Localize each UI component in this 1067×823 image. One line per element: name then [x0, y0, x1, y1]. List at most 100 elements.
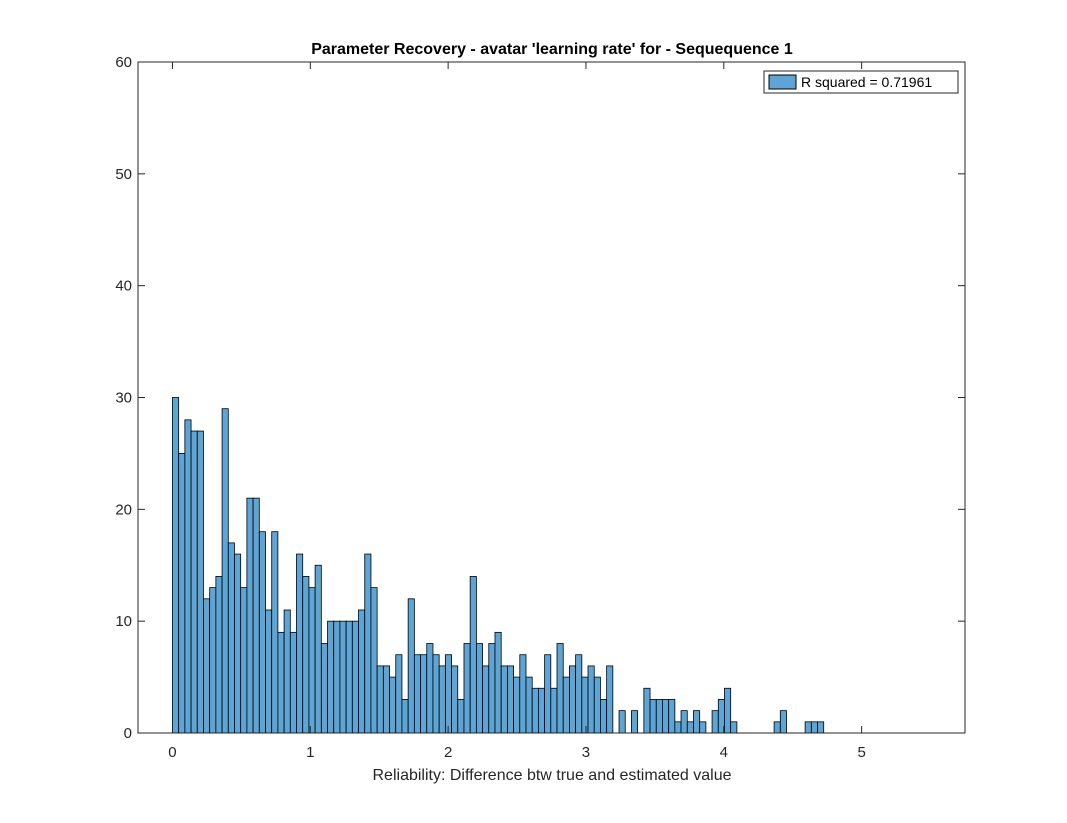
histogram-bar — [376, 665, 384, 734]
histogram-bar — [209, 587, 217, 734]
histogram-bar — [271, 531, 279, 734]
histogram-bar — [494, 631, 502, 734]
histogram-bar — [600, 699, 608, 734]
x-axis: 0 1 2 3 4 5 — [168, 62, 866, 761]
histogram-bar — [246, 497, 254, 734]
histogram-bar — [817, 721, 825, 734]
histogram-bar — [779, 710, 787, 734]
legend-box — [763, 70, 959, 94]
legend-entry: R squared = 0.71961 — [801, 74, 932, 90]
histogram-bar — [569, 665, 577, 734]
histogram-bar — [444, 654, 452, 734]
histogram-bar — [432, 654, 440, 734]
histogram-bar — [773, 721, 781, 734]
y-tick-label: 0 — [124, 725, 132, 742]
histogram-bar — [668, 699, 676, 734]
x-tick-label: 2 — [444, 744, 452, 761]
histogram-bar — [693, 710, 701, 734]
histogram-bar — [488, 643, 496, 734]
histogram-bar — [482, 665, 490, 734]
histogram-bar — [544, 654, 552, 734]
histogram-bar — [314, 564, 322, 734]
histogram-bar — [178, 453, 186, 734]
histogram-bar — [407, 598, 415, 734]
histogram-bar — [215, 576, 223, 734]
histogram-bar — [345, 620, 353, 734]
histogram-bar — [618, 710, 626, 734]
y-tick-label: 40 — [115, 278, 132, 295]
histogram-bar — [810, 721, 818, 734]
histogram-bar — [587, 665, 595, 734]
x-tick-label: 1 — [306, 744, 314, 761]
y-tick-label: 10 — [115, 613, 132, 630]
y-axis: 0 10 20 30 40 50 60 — [115, 54, 965, 742]
histogram-bar — [389, 676, 397, 734]
histogram-bar — [426, 643, 434, 734]
histogram-bar — [525, 676, 533, 734]
x-tick-label: 4 — [720, 744, 728, 761]
histogram-bar — [196, 430, 204, 734]
histogram-bar — [581, 676, 589, 734]
histogram-bar — [320, 643, 328, 734]
histogram-bar — [680, 710, 688, 734]
histogram-bar — [519, 654, 527, 734]
histogram-bar — [420, 654, 428, 734]
histogram-bar — [550, 687, 558, 734]
histogram-bar — [674, 721, 682, 734]
y-tick-label: 20 — [115, 501, 132, 518]
histogram-bar — [370, 587, 378, 734]
histogram-bar — [438, 665, 446, 734]
histogram-bar — [184, 419, 192, 734]
histogram-bar — [593, 676, 601, 734]
histogram-bar — [804, 721, 812, 734]
histogram-bar — [413, 654, 421, 734]
histogram-bar — [463, 643, 471, 734]
histogram-bar — [351, 620, 359, 734]
histogram-bar — [575, 654, 583, 734]
histogram-bar — [364, 553, 372, 734]
histogram-bar — [258, 531, 266, 734]
histogram-bar — [562, 676, 570, 734]
legend: R squared = 0.71961 — [763, 70, 959, 94]
histogram-bar — [234, 553, 242, 734]
histogram-bar — [265, 609, 273, 734]
histogram-bar — [203, 598, 211, 734]
legend-swatch — [768, 74, 797, 90]
histogram-bar — [506, 665, 514, 734]
histogram-bar — [662, 699, 670, 734]
histogram-bar — [730, 721, 738, 734]
histogram-bar — [358, 609, 366, 734]
histogram-bar — [451, 665, 459, 734]
histogram-bar — [556, 643, 564, 734]
histogram-bar — [513, 676, 521, 734]
histogram-bar — [172, 397, 180, 734]
histogram-bar — [277, 631, 285, 734]
histogram-bar — [643, 687, 651, 734]
histogram-bar — [302, 576, 310, 734]
histogram-bar — [457, 699, 465, 734]
histogram-bar — [382, 665, 390, 734]
histogram-bar — [475, 643, 483, 734]
histogram-bar — [289, 631, 297, 734]
histogram-bar — [649, 699, 657, 734]
y-tick-label: 30 — [115, 390, 132, 407]
histogram-bar — [655, 699, 663, 734]
x-tick-label: 5 — [857, 744, 865, 761]
histogram-bar — [252, 497, 260, 734]
x-tick-label: 0 — [168, 744, 176, 761]
histogram-bar — [724, 687, 732, 734]
histogram-bar — [339, 620, 347, 734]
histogram-bar — [500, 665, 508, 734]
histogram-bar — [531, 687, 539, 734]
y-tick-label: 50 — [115, 166, 132, 183]
histogram-bar — [333, 620, 341, 734]
histogram-bar — [395, 654, 403, 734]
histogram-bar — [631, 710, 639, 734]
histogram-bar — [469, 576, 477, 734]
histogram-bar — [240, 587, 248, 734]
histogram-bar — [221, 408, 229, 734]
histogram-bar — [227, 542, 235, 734]
histogram-bar — [190, 430, 198, 734]
histogram-bar — [283, 609, 291, 734]
